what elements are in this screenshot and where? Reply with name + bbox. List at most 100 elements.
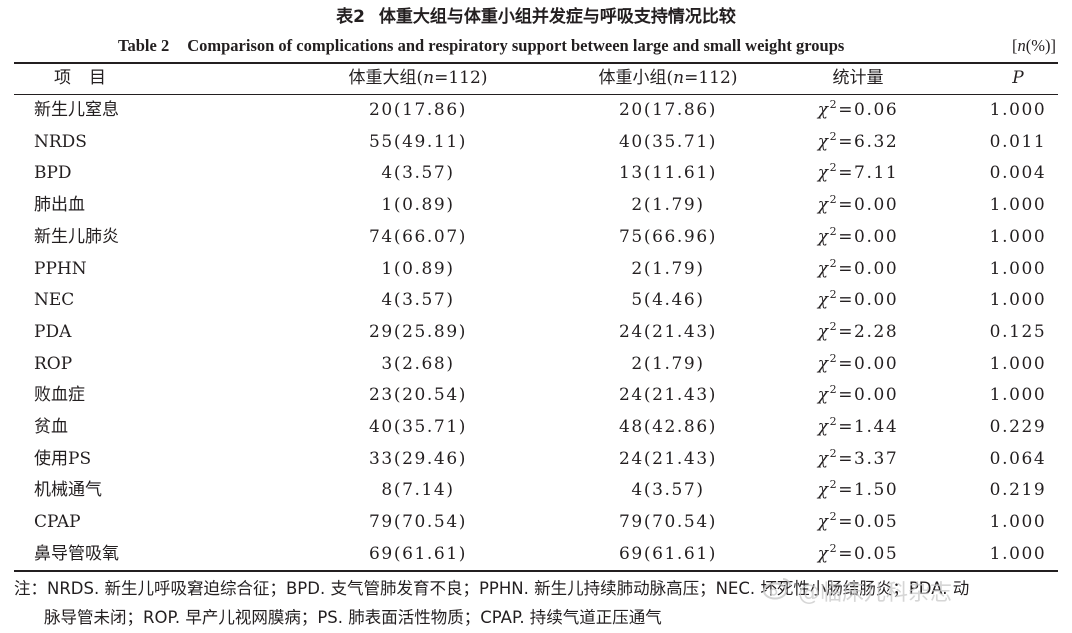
row-chi-square: χ2=0.00 — [817, 193, 899, 216]
table-top-rule — [14, 62, 1058, 64]
row-small-group-value: 24(21.43) — [619, 448, 717, 469]
table-row: PDA 29(25.89) 24(21.43) χ2=2.28 0.125 — [0, 317, 1072, 348]
row-small-group-value: 69(61.61) — [619, 543, 717, 564]
row-big-group-value: 3(2.68) — [381, 353, 455, 374]
table-row: 肺出血 1(0.89) 2(1.79) χ2=0.00 1.000 — [0, 190, 1072, 221]
row-item-label: ROP — [34, 353, 73, 374]
chi-symbol: χ — [817, 321, 830, 342]
chi-square-value: =7.11 — [838, 163, 899, 184]
row-big-group-value: 20(17.86) — [369, 100, 467, 120]
row-p-value: 1.000 — [989, 195, 1047, 216]
row-big-group-value: 4(3.57) — [381, 290, 455, 311]
chi-square-value: =2.28 — [838, 321, 899, 342]
table-header-row: 项目 体重大组(n=112) 体重小组(n=112) 统计量 P — [0, 63, 1072, 94]
row-chi-square: χ2=0.06 — [817, 98, 899, 120]
header-big-prefix: 体重大组( — [348, 68, 424, 88]
table-row: ROP 3(2.68) 2(1.79) χ2=0.00 1.000 — [0, 349, 1072, 380]
row-small-group-value: 48(42.86) — [619, 417, 717, 437]
row-small-group-value: 79(70.54) — [619, 512, 717, 533]
row-big-group-value: 79(70.54) — [369, 512, 467, 533]
header-small-n: n — [673, 68, 685, 88]
row-big-group-value: 1(0.89) — [381, 258, 455, 279]
row-item-label: 鼻导管吸氧 — [34, 543, 119, 564]
row-p-value: 1.000 — [989, 290, 1047, 311]
row-chi-square: χ2=0.00 — [817, 351, 899, 374]
chi-symbol: χ — [817, 195, 830, 216]
row-p-value: 1.000 — [989, 100, 1047, 120]
row-item-label: 新生儿窒息 — [34, 100, 119, 120]
row-p-value: 0.004 — [989, 163, 1047, 184]
chi-square-value: =0.06 — [838, 100, 899, 120]
row-chi-square: χ2=0.05 — [817, 510, 899, 533]
chi-symbol: χ — [817, 512, 830, 533]
header-statistic: 统计量 — [832, 68, 884, 88]
row-item-label: CPAP — [34, 512, 81, 533]
chi-square-value: =0.00 — [838, 226, 899, 247]
row-big-group-value: 40(35.71) — [369, 417, 467, 437]
row-small-group-value: 40(35.71) — [619, 131, 717, 152]
chi-symbol: χ — [817, 480, 830, 501]
watermark-text: @临床儿科杂志 — [798, 581, 953, 606]
chi-square-value: =0.05 — [838, 512, 899, 533]
row-chi-square: χ2=1.50 — [817, 478, 899, 501]
table-row: BPD 4(3.57) 13(11.61) χ2=7.11 0.004 — [0, 158, 1072, 189]
chi-symbol: χ — [817, 258, 830, 279]
table-caption-en: Table 2 Comparison of complications and r… — [118, 35, 844, 57]
row-chi-square: χ2=2.28 — [817, 319, 899, 342]
table-row: NRDS 55(49.11) 40(35.71) χ2=6.32 0.011 — [0, 127, 1072, 158]
header-small-prefix: 体重小组( — [598, 68, 674, 88]
chi-square-value: =3.37 — [838, 448, 899, 469]
chi-square-value: =1.50 — [838, 480, 899, 501]
row-chi-square: χ2=1.44 — [817, 415, 899, 437]
chi-symbol: χ — [817, 290, 830, 311]
row-big-group-value: 29(25.89) — [369, 321, 467, 342]
table-unit: [n(%)] — [1012, 35, 1056, 57]
table-row: 机械通气 8(7.14) 4(3.57) χ2=1.50 0.219 — [0, 475, 1072, 506]
row-small-group-value: 2(1.79) — [631, 195, 705, 216]
chi-symbol: χ — [817, 163, 830, 184]
row-small-group-value: 75(66.96) — [619, 226, 717, 247]
row-p-value: 1.000 — [989, 226, 1047, 247]
chi-square-value: =0.00 — [838, 258, 899, 279]
table-row: 鼻导管吸氧 69(61.61) 69(61.61) χ2=0.05 1.000 — [0, 539, 1072, 570]
row-item-label: 机械通气 — [34, 480, 102, 501]
row-item-label: 使用PS — [34, 448, 92, 469]
header-big-n: n — [423, 68, 435, 88]
chi-square-value: =1.44 — [838, 417, 899, 437]
row-big-group-value: 1(0.89) — [381, 195, 455, 216]
row-small-group-value: 13(11.61) — [619, 163, 717, 184]
header-small-suffix: =112) — [684, 68, 738, 88]
chi-square-value: =0.00 — [838, 195, 899, 216]
chi-symbol: χ — [817, 353, 830, 374]
footnote-line-2: 脉导管未闭；ROP. 早产儿视网膜病；PS. 肺表面活性物质；CPAP. 持续气… — [44, 608, 662, 627]
row-small-group-value: 2(1.79) — [631, 258, 705, 279]
row-big-group-value: 23(20.54) — [369, 385, 467, 406]
row-chi-square: χ2=3.37 — [817, 446, 899, 469]
table-row: NEC 4(3.57) 5(4.46) χ2=0.00 1.000 — [0, 285, 1072, 316]
table-number-en: Table 2 — [118, 36, 170, 55]
row-big-group-value: 69(61.61) — [369, 543, 467, 564]
chi-square-value: =0.00 — [838, 353, 899, 374]
row-p-value: 1.000 — [989, 353, 1047, 374]
table-number-cn: 表2 — [336, 7, 365, 27]
row-p-value: 1.000 — [989, 258, 1047, 279]
header-small-group: 体重小组(n=112) — [518, 63, 818, 94]
chi-symbol: χ — [817, 448, 830, 469]
row-chi-square: χ2=0.00 — [817, 383, 899, 406]
row-p-value: 1.000 — [989, 385, 1047, 406]
chi-square-value: =0.05 — [838, 543, 899, 564]
chi-square-value: =0.00 — [838, 385, 899, 406]
row-item-label: 败血症 — [34, 385, 85, 406]
row-item-label: PDA — [34, 321, 72, 342]
row-chi-square: χ2=0.00 — [817, 224, 899, 247]
row-p-value: 1.000 — [989, 512, 1047, 533]
row-item-label: NEC — [34, 290, 75, 311]
table-row: PPHN 1(0.89) 2(1.79) χ2=0.00 1.000 — [0, 254, 1072, 285]
chi-symbol: χ — [817, 100, 830, 120]
watermark: @临床儿科杂志 — [762, 575, 952, 607]
row-chi-square: χ2=0.00 — [817, 256, 899, 279]
table-row: 贫血 40(35.71) 48(42.86) χ2=1.44 0.229 — [0, 412, 1072, 443]
table-row: CPAP 79(70.54) 79(70.54) χ2=0.05 1.000 — [0, 507, 1072, 538]
row-big-group-value: 74(66.07) — [369, 226, 467, 247]
row-chi-square: χ2=6.32 — [817, 129, 899, 152]
